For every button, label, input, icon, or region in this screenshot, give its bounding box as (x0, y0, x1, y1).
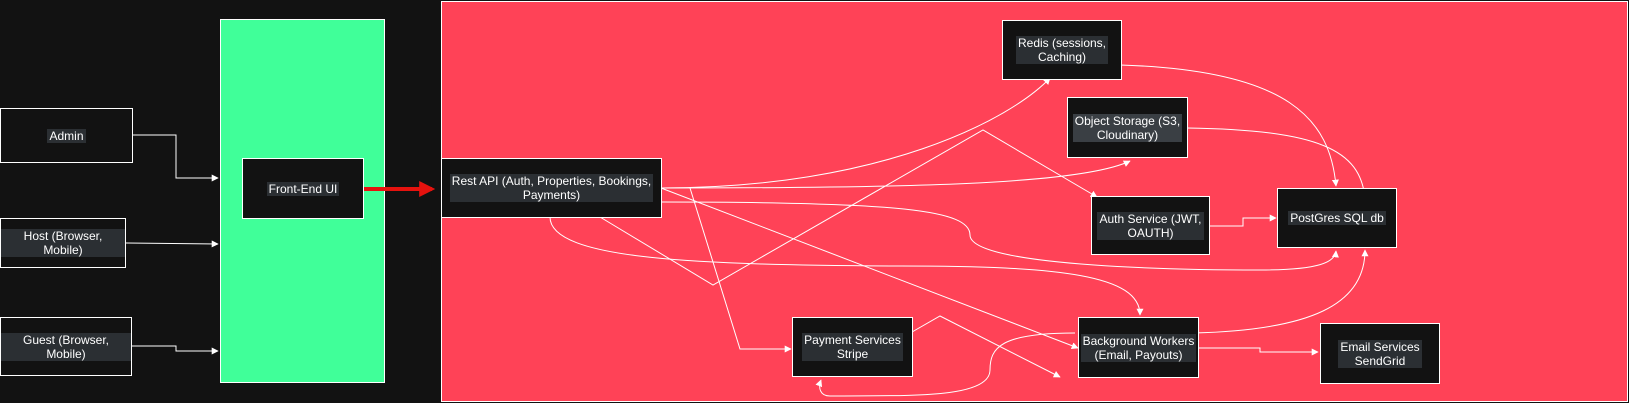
edge-api-object-storage (660, 160, 1131, 189)
email-services-node[interactable]: Email Services SendGrid (1320, 323, 1440, 384)
payment-services-node[interactable]: Payment Services Stripe (792, 317, 913, 377)
edge-api-postgres (660, 201, 1339, 271)
host-label: Host (Browser, Mobile) (1, 229, 125, 257)
edge-workers-payment (815, 332, 1076, 397)
edge-redis-postgres (1119, 64, 1339, 187)
edge-api-zigzag (599, 129, 1098, 286)
payment-services-label: Payment Services Stripe (802, 333, 903, 361)
edge-host-frontend (124, 240, 219, 248)
redis-label: Redis (sessions, Caching) (1015, 36, 1109, 64)
edge-guest-frontend (131, 345, 219, 355)
edge-object-storage-postgres (1186, 127, 1368, 199)
edge-api-background-workers (549, 216, 1144, 316)
redis-node[interactable]: Redis (sessions, Caching) (1002, 20, 1122, 80)
edge-admin-frontend (132, 134, 219, 182)
auth-service-node[interactable]: Auth Service (JWT, OAUTH) (1091, 196, 1210, 255)
background-workers-label: Background Workers (Email, Payouts) (1080, 333, 1197, 362)
postgres-node[interactable]: PostGres SQL db (1277, 188, 1397, 248)
background-workers-node[interactable]: Background Workers (Email, Payouts) (1078, 317, 1199, 378)
frontend-ui-label: Front-End UI (266, 181, 340, 196)
postgres-label: PostGres SQL db (1288, 211, 1386, 225)
rest-api-node[interactable]: Rest API (Auth, Properties, Bookings, Pa… (441, 158, 662, 218)
rest-api-label: Rest API (Auth, Properties, Bookings, Pa… (449, 174, 654, 202)
edge-api-background-workers-2 (660, 187, 1079, 350)
guest-label: Guest (Browser, Mobile) (1, 332, 131, 361)
frontend-ui-node[interactable]: Front-End UI (242, 158, 364, 219)
email-services-label: Email Services SendGrid (1338, 339, 1422, 368)
edge-workers-email (1194, 347, 1319, 356)
admin-node[interactable]: Admin (0, 108, 133, 163)
edge-api-payment (689, 187, 792, 353)
host-node[interactable]: Host (Browser, Mobile) (0, 218, 126, 268)
guest-node[interactable]: Guest (Browser, Mobile) (0, 317, 132, 376)
auth-service-label: Auth Service (JWT, OAUTH) (1097, 211, 1204, 240)
object-storage-label: Object Storage (S3, Cloudinary) (1072, 113, 1183, 142)
edge-payment-background-workers (911, 315, 1061, 378)
admin-label: Admin (47, 128, 86, 143)
object-storage-node[interactable]: Object Storage (S3, Cloudinary) (1067, 97, 1188, 158)
edge-workers-postgres (1193, 249, 1369, 334)
edge-auth-postgres (1209, 214, 1277, 227)
edge-api-redis (660, 77, 1051, 189)
